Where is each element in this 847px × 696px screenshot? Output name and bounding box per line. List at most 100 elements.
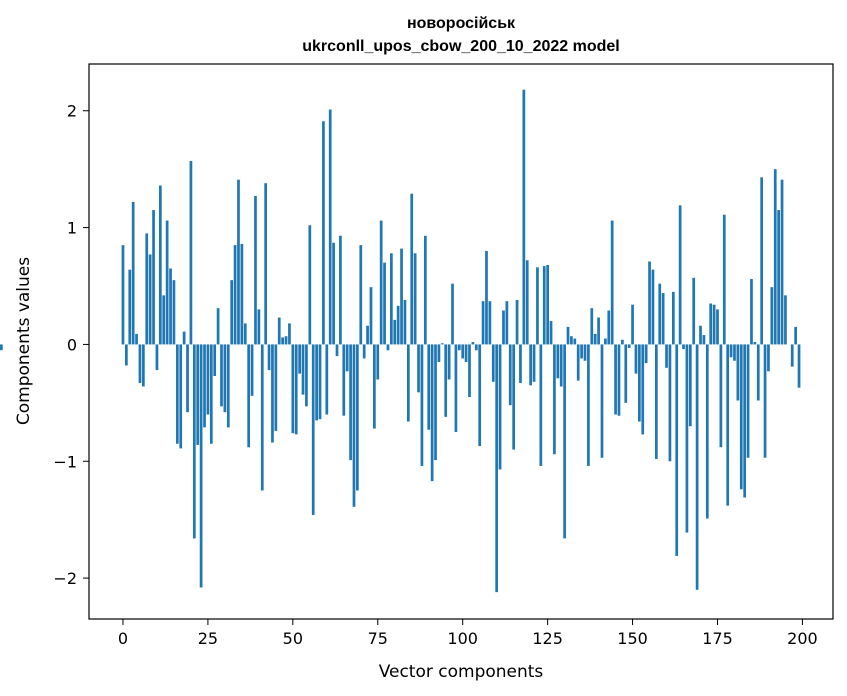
bar-189 <box>763 344 767 458</box>
bar-37 <box>247 344 251 448</box>
bar-165 <box>682 344 685 350</box>
plot-frame <box>88 63 834 620</box>
bar-114 <box>508 344 512 406</box>
bar-162 <box>671 291 675 345</box>
x-tick-label: 50 <box>283 629 303 648</box>
bar-40 <box>257 309 261 345</box>
bar-88 <box>420 344 424 466</box>
bar-131 <box>566 326 570 345</box>
bar-121 <box>532 344 536 382</box>
bar-146 <box>617 344 621 416</box>
bar-187 <box>756 344 760 401</box>
bar-106 <box>481 301 485 345</box>
bar-12 <box>162 295 166 345</box>
bar-68 <box>352 344 356 507</box>
bar-46 <box>277 317 281 345</box>
bar-0 <box>121 245 125 345</box>
bar-120 <box>529 344 532 386</box>
bar-74 <box>373 344 376 429</box>
bar-119 <box>525 260 529 345</box>
bar-54 <box>305 344 308 407</box>
bar-184 <box>746 344 750 458</box>
bar-70 <box>359 245 363 345</box>
bar-53 <box>301 344 305 395</box>
bar-18 <box>182 331 186 345</box>
bar-83 <box>403 300 407 345</box>
bar-136 <box>583 344 587 361</box>
bar-16 <box>175 344 179 444</box>
bar-154 <box>644 344 648 364</box>
bar-19 <box>186 344 189 413</box>
bar-13 <box>165 220 169 345</box>
bar-148 <box>624 344 628 403</box>
bar-133 <box>573 338 577 345</box>
bar-55 <box>308 225 312 345</box>
bar-171 <box>702 335 706 345</box>
bar-85 <box>410 193 414 345</box>
y-tick-label: 1 <box>67 219 77 238</box>
bar-97 <box>451 283 454 345</box>
bar-166 <box>685 344 689 533</box>
x-tick-label: 100 <box>447 629 478 648</box>
bar-30 <box>223 344 227 413</box>
bar-117 <box>519 344 522 383</box>
bar-143 <box>607 310 611 345</box>
bar-181 <box>736 344 740 401</box>
bar-183 <box>743 344 747 498</box>
bar-167 <box>688 344 692 427</box>
bar-156 <box>651 269 655 345</box>
bar-147 <box>621 339 624 345</box>
chart-subtitle: ukrconll_upos_cbow_200_10_2022 model <box>302 38 619 55</box>
bar-11 <box>158 185 162 345</box>
bar-89 <box>423 235 427 345</box>
bar-24 <box>203 344 206 428</box>
bar-193 <box>777 210 780 345</box>
bar-178 <box>726 344 730 506</box>
bar-127 <box>553 344 556 455</box>
bar-26 <box>209 344 213 444</box>
x-tick-label: 175 <box>702 629 733 648</box>
bar-103 <box>471 342 475 345</box>
bar-42 <box>264 183 268 345</box>
bar-142 <box>604 338 607 345</box>
bar-153 <box>641 344 645 435</box>
bar-141 <box>600 344 604 458</box>
bar-170 <box>699 325 702 345</box>
bar-113 <box>505 301 509 345</box>
bar-48 <box>284 336 288 345</box>
bar-77 <box>383 262 386 345</box>
chart-title: новоросійськ <box>407 15 516 32</box>
bar-58 <box>318 344 322 420</box>
bar-175 <box>716 309 719 345</box>
y-axis-label: Components values <box>14 257 34 425</box>
bar-20 <box>189 160 193 345</box>
bar-25 <box>206 344 210 415</box>
bar-105 <box>478 344 482 447</box>
bar-52 <box>298 344 301 374</box>
bar-128 <box>556 344 560 379</box>
bar-137 <box>587 344 590 466</box>
bar-177 <box>722 214 726 345</box>
y-tick-label: −2 <box>53 569 77 588</box>
bar-140 <box>597 317 600 345</box>
bar-108 <box>488 301 492 345</box>
bar-174 <box>712 304 716 345</box>
bar-76 <box>379 220 383 345</box>
bar-28 <box>216 308 220 345</box>
bar-64 <box>339 235 342 345</box>
bar-93 <box>437 344 441 362</box>
bar-71 <box>362 344 366 359</box>
bar-169 <box>695 344 699 590</box>
bar-67 <box>349 344 352 461</box>
bar-104 <box>474 344 478 351</box>
bar-22 <box>196 344 200 445</box>
bar-129 <box>559 344 563 387</box>
bar-63 <box>335 344 339 357</box>
bar-7 <box>145 233 149 345</box>
bar-158 <box>658 283 662 345</box>
bar-39 <box>254 196 257 345</box>
bar-179 <box>729 344 733 358</box>
bar-23 <box>199 344 203 588</box>
bar-144 <box>610 220 614 345</box>
x-axis-label: Vector components <box>379 662 544 682</box>
